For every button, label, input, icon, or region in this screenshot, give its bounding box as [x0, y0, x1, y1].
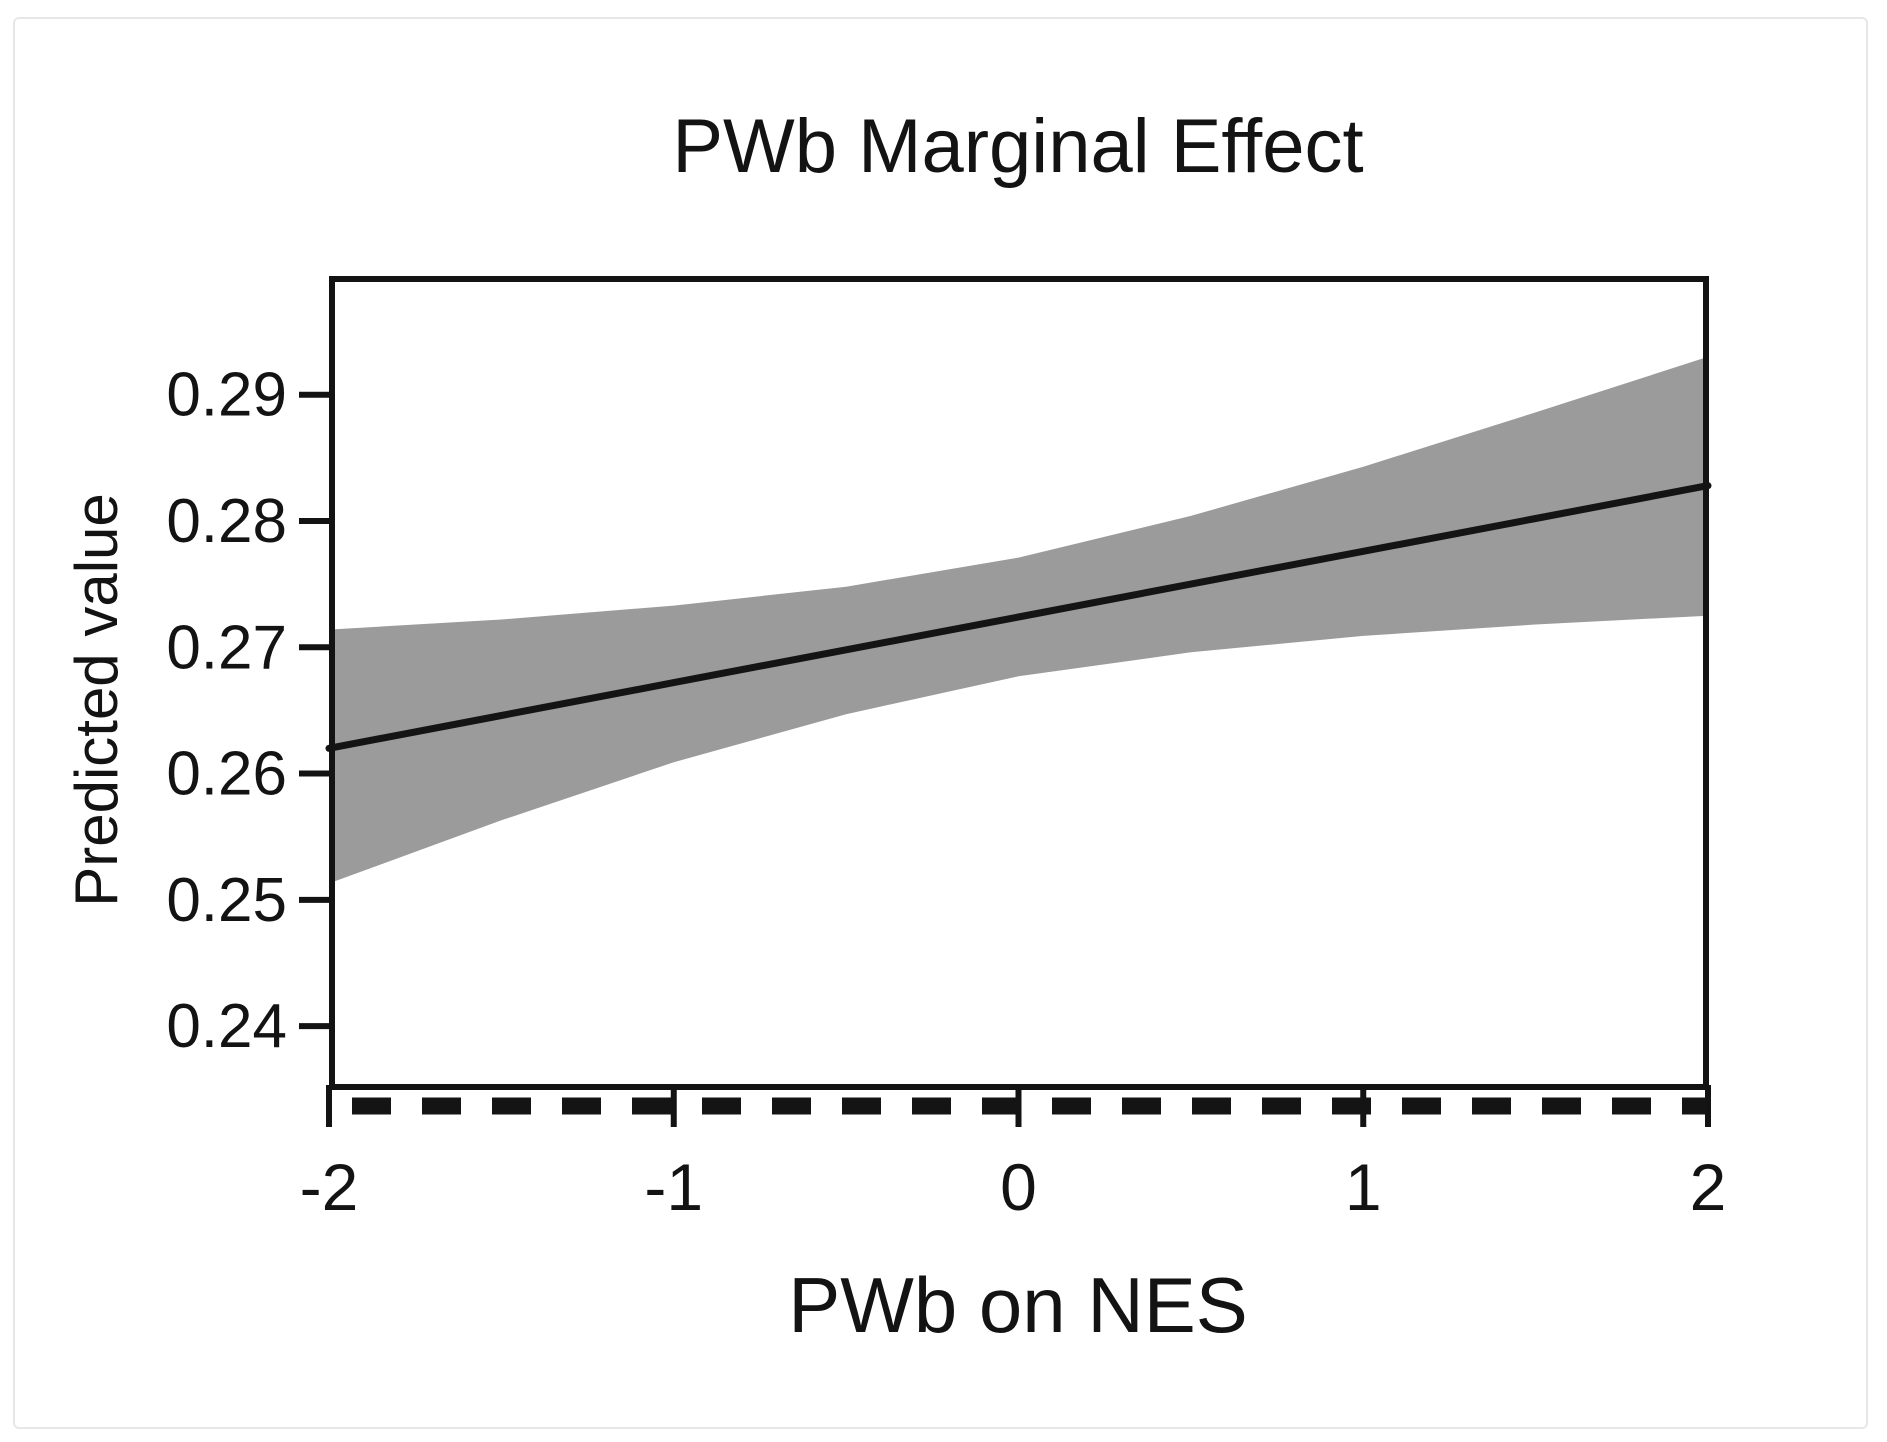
x-axis-label: PWb on NES [788, 1261, 1248, 1349]
x-tick-label: 0 [1000, 1150, 1037, 1224]
chart-title: PWb Marginal Effect [672, 104, 1363, 189]
x-tick-label: -1 [644, 1150, 703, 1224]
x-tick-label: 2 [1690, 1150, 1727, 1224]
y-axis-label: Predicted value [63, 493, 130, 907]
y-tick-label: 0.29 [166, 361, 287, 430]
x-tick-label: 1 [1345, 1150, 1382, 1224]
y-tick-labels: 0.29 0.28 0.27 0.26 0.25 0.24 [166, 361, 287, 1061]
y-tick-label: 0.26 [166, 740, 287, 809]
y-tick-label: 0.28 [166, 487, 287, 556]
y-tick-label: 0.25 [166, 866, 287, 935]
y-tick-label: 0.27 [166, 613, 287, 682]
x-tick-label: -2 [300, 1150, 359, 1224]
y-tick-label: 0.24 [166, 992, 287, 1061]
fit-line [325, 482, 1712, 752]
x-tick-labels: -2 -1 0 1 2 [300, 1150, 1727, 1224]
y-axis-ticks [299, 391, 332, 1030]
